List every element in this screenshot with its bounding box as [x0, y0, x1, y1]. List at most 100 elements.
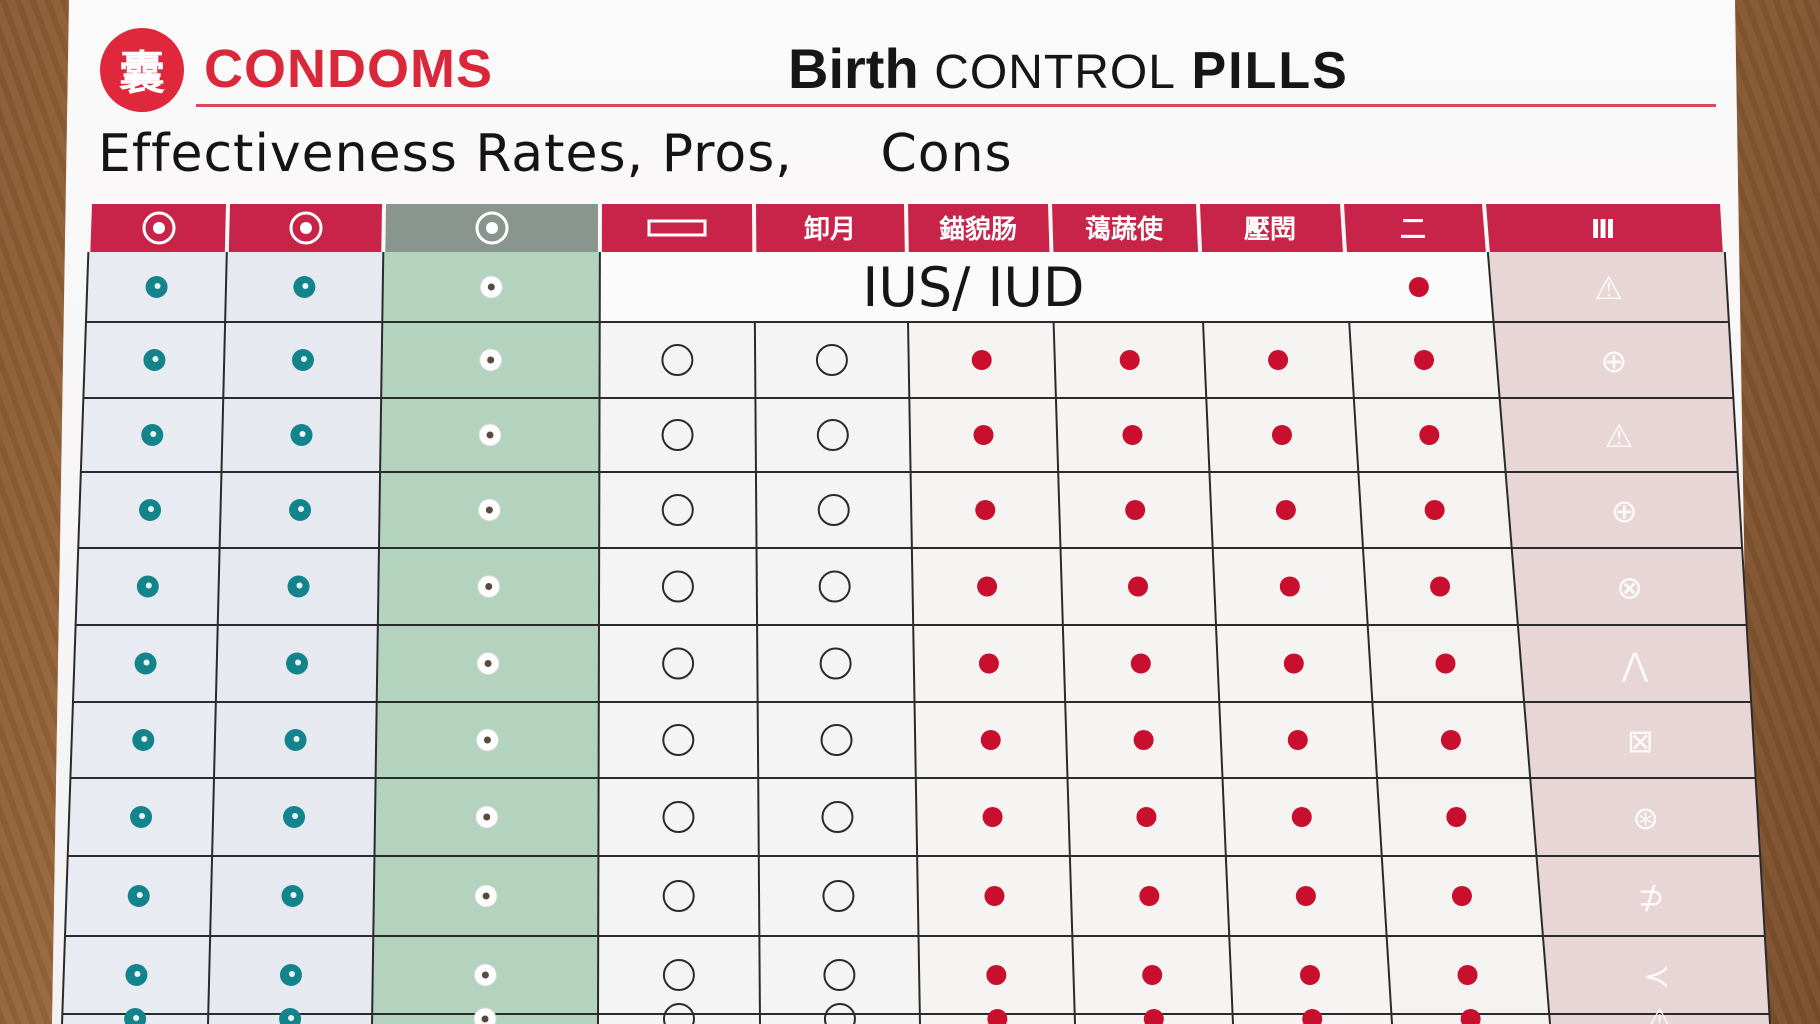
cell-r3-c5-hollow-circle [817, 494, 850, 526]
cell-r1-c2-teal-dot-mark [300, 356, 307, 362]
cell-r8-c1-teal-dot-mark [136, 892, 143, 898]
column-bg-2 [208, 252, 384, 1024]
target-icon-center [153, 222, 165, 234]
column-line-4 [753, 321, 761, 1024]
cell-r1-c7-red-dot [1119, 350, 1140, 370]
header-cell-7 [1052, 204, 1199, 252]
cell-r10-c8-red-dot [1302, 1009, 1323, 1024]
cell-r9-c2-teal-dot-mark [288, 971, 295, 977]
cell-r2-c5-hollow-circle [816, 419, 849, 451]
cell-r8-c5-hollow-circle [822, 880, 855, 912]
cell-r1-c9-red-dot [1414, 350, 1435, 370]
cell-r7-c10-glyph: ⊛ [1632, 799, 1659, 837]
header-cell-4 [601, 204, 753, 252]
column-bg-3 [372, 252, 600, 1024]
cell-r2-c6-red-dot [973, 425, 994, 445]
cell-r10-c4-hollow-circle [662, 1003, 695, 1024]
cell-r7-c3-white-dot-center [483, 813, 491, 821]
cell-r8-c2-teal-dot-mark [290, 892, 297, 898]
cell-r10-c1-teal-dot-mark [133, 1015, 140, 1021]
cell-r7-c8-red-dot [1291, 807, 1312, 827]
cell-r6-c9-red-dot [1440, 730, 1461, 750]
cell-r3-c6-red-dot [975, 500, 996, 520]
cell-r0-c2-teal-dot-mark [302, 283, 309, 289]
column-line-9 [1486, 251, 1551, 1024]
cell-r4-c3-white-dot-center [485, 583, 493, 590]
column-bg-5 [754, 252, 920, 1024]
cell-r10-c3-white-dot-center [481, 1015, 489, 1023]
cell-r4-c8-red-dot [1279, 576, 1300, 597]
column-line-0 [61, 251, 90, 1024]
bar-icon [647, 219, 707, 237]
gear-icon [289, 211, 323, 245]
header-cell-8 [1200, 204, 1343, 252]
cell-r5-c10-glyph: ⋀ [1621, 646, 1649, 684]
cell-r5-c8-red-dot [1283, 653, 1304, 674]
cell-r8-c10-glyph: ⊅ [1638, 878, 1665, 916]
column-bg-6 [906, 252, 1075, 1024]
cell-r9-c5-hollow-circle [823, 959, 856, 991]
column-bg-8 [1200, 252, 1392, 1024]
cell-r5-c3-white-dot-center [484, 660, 492, 667]
brand-logo: 囊 [100, 28, 184, 112]
column-line-2 [371, 251, 385, 1024]
cell-r9-c10-glyph: ≺ [1643, 957, 1670, 995]
cell-r6-c6-red-dot [980, 730, 1001, 750]
cell-r1-c3-white-dot-center [487, 356, 495, 364]
cell-r7-c1-teal-dot-mark [139, 813, 146, 819]
cell-r4-c7-red-dot [1127, 576, 1148, 597]
circle-icon [475, 211, 509, 245]
cell-r3-c10-glyph: ⊕ [1611, 492, 1638, 530]
gear-icon-center [300, 222, 312, 234]
cell-r2-c4-hollow-circle [661, 419, 694, 451]
cell-r5-c7-red-dot [1130, 653, 1151, 674]
cell-r7-c5-hollow-circle [821, 801, 854, 833]
target-icon [142, 211, 176, 245]
header-label-9: 二 [1400, 215, 1426, 245]
cell-r5-c2-teal-dot-mark [295, 659, 302, 666]
cell-r7-c4-hollow-circle [662, 801, 695, 833]
cell-r0-c3-white-dot-center [487, 283, 495, 291]
header-label-5: 卸月 [804, 214, 856, 245]
cell-r8-c4-hollow-circle [662, 880, 695, 912]
cell-r10-c5-hollow-circle [823, 1003, 856, 1024]
cell-r0-c1-teal-dot-mark [154, 283, 161, 289]
circle-icon-center [486, 222, 498, 234]
cell-r6-c7-red-dot [1133, 730, 1154, 750]
cell-r2-c9-red-dot [1419, 425, 1440, 445]
heading-word-2: CONTROL [934, 46, 1176, 99]
header-cell-5 [756, 204, 905, 252]
header-cell-10 [1486, 204, 1723, 252]
column-bg-1 [62, 252, 227, 1024]
column-bg-7 [1051, 252, 1233, 1024]
heading-word-3: PILLS [1191, 42, 1349, 100]
header-label-10: Ⅲ [1591, 215, 1616, 245]
cell-r8-c9-red-dot [1451, 886, 1472, 906]
cell-r10-c7-red-dot [1143, 1009, 1164, 1024]
cell-r9-c6-red-dot [986, 965, 1007, 985]
cell-r4-c4-hollow-circle [661, 570, 694, 603]
column-bg-4 [598, 252, 760, 1024]
cell-r9-c7-red-dot [1142, 965, 1163, 985]
cell-r1-c6-red-dot [971, 350, 992, 370]
cell-r3-c8-red-dot [1275, 500, 1296, 520]
cell-r2-c10-glyph: ⚠ [1605, 417, 1634, 455]
cell-r1-c5-hollow-circle [815, 344, 848, 376]
cell-r1-c10-glyph: ⊕ [1600, 342, 1627, 380]
cell-r5-c9-red-dot [1435, 653, 1456, 674]
column-line-3 [597, 251, 601, 1024]
cell-r5-c4-hollow-circle [662, 647, 695, 680]
cell-r4-c6-red-dot [977, 576, 998, 597]
cell-r5-c1-teal-dot-mark [143, 659, 150, 666]
cell-r6-c5-hollow-circle [820, 724, 853, 756]
cell-r9-c4-hollow-circle [662, 959, 695, 991]
brand-title: CONDOMS [204, 39, 493, 99]
cell-r3-c4-hollow-circle [661, 494, 694, 526]
cell-r7-c2-teal-dot-mark [292, 813, 299, 819]
cell-r4-c9-red-dot [1430, 576, 1451, 597]
header-label-6: 錨貌肠 [939, 215, 1017, 245]
column-line-10 [1723, 251, 1771, 1024]
cell-r4-c10-glyph: ⊗ [1616, 569, 1643, 607]
cell-r1-c8-red-dot [1268, 350, 1289, 370]
header-cell-6 [908, 204, 1050, 252]
